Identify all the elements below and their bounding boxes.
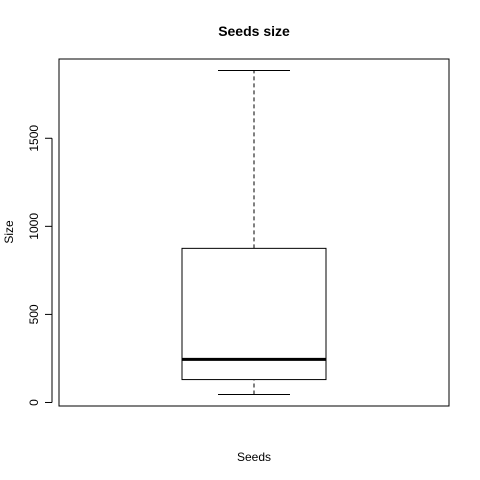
box-layer bbox=[181, 69, 327, 396]
y-tick-label: 1500 bbox=[27, 125, 41, 152]
y-axis-label: Size bbox=[2, 220, 16, 244]
y-tick-label: 0 bbox=[27, 399, 41, 406]
y-tick-label: 1000 bbox=[27, 213, 41, 240]
y-axis: 0 500 1000 1500 bbox=[27, 125, 53, 406]
iqr-box bbox=[181, 247, 327, 381]
x-axis-label: Seeds bbox=[237, 450, 271, 464]
chart-title: Seeds size bbox=[218, 23, 290, 39]
plot-frame bbox=[58, 58, 450, 407]
y-tick-label: 500 bbox=[27, 304, 41, 324]
